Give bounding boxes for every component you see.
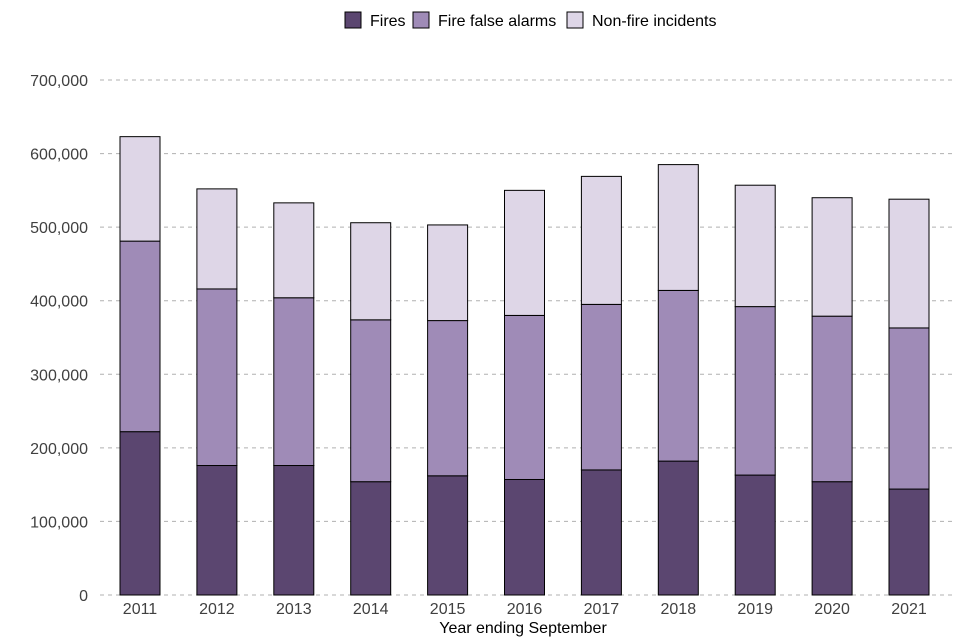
bar-segment-fires-2014	[350, 481, 392, 596]
x-tick-label: 2011	[123, 601, 158, 618]
bar-segment-fires-2013	[273, 465, 315, 596]
y-tick-label: 100,000	[30, 514, 88, 531]
bar-segment-fires-2021	[888, 488, 930, 596]
x-tick-label: 2020	[814, 601, 850, 618]
legend-swatch	[344, 11, 362, 29]
bar-segment-non-fire-incidents-2018	[657, 164, 699, 291]
y-tick-label: 600,000	[30, 147, 88, 164]
bar-segment-fires-2017	[580, 469, 622, 596]
legend: Fires Fire false alarms Non-fire incidents	[344, 11, 717, 30]
x-tick-label: 2019	[737, 601, 773, 618]
x-tick-label: 2017	[584, 601, 620, 618]
y-tick-label: 300,000	[30, 367, 88, 384]
x-tick-label: 2018	[661, 601, 697, 618]
bar-segment-fires-2012	[196, 465, 238, 596]
x-tick-label: 2016	[507, 601, 543, 618]
bar-segment-non-fire-incidents-2020	[811, 197, 853, 317]
bar-segment-non-fire-incidents-2021	[888, 198, 930, 329]
bar-segment-fires-2018	[657, 460, 699, 596]
legend-label: Fire false alarms	[438, 13, 556, 30]
x-tick-label: 2014	[353, 601, 389, 618]
bar-segment-non-fire-incidents-2015	[427, 224, 469, 322]
bar-segment-non-fire-incidents-2013	[273, 202, 315, 299]
legend-label: Non-fire incidents	[592, 13, 717, 30]
bar-segment-fires-2011	[119, 431, 161, 596]
x-tick-label: 2015	[430, 601, 466, 618]
bar-segment-fire-false-alarms-2015	[427, 320, 469, 477]
bar-segment-non-fire-incidents-2016	[504, 189, 545, 316]
y-tick-label: 200,000	[30, 441, 88, 458]
bar-segment-fire-false-alarms-2012	[196, 288, 238, 467]
bar-segment-fires-2016	[504, 478, 545, 596]
y-tick-label: 700,000	[30, 73, 88, 90]
x-axis-label: Year ending September	[439, 620, 607, 637]
legend-swatch	[412, 11, 430, 29]
bar-segment-non-fire-incidents-2019	[734, 184, 776, 308]
bars	[119, 136, 930, 596]
bar-segment-fires-2015	[427, 475, 469, 596]
legend-swatch	[566, 11, 584, 29]
x-tick-label: 2021	[891, 601, 927, 618]
bar-segment-fire-false-alarms-2014	[350, 319, 392, 483]
bar-segment-fires-2019	[734, 474, 776, 596]
bar-segment-fire-false-alarms-2018	[657, 289, 699, 462]
bar-segment-non-fire-incidents-2017	[580, 175, 622, 305]
y-axis-ticks: 0 100,000 200,000 300,000 400,000 500,000 600,…	[30, 73, 88, 605]
bar-segment-fire-false-alarms-2017	[580, 303, 622, 471]
bar-segment-fire-false-alarms-2013	[273, 297, 315, 467]
x-tick-label: 2012	[199, 601, 235, 618]
bar-segment-fire-false-alarms-2011	[119, 240, 161, 433]
bar-segment-fire-false-alarms-2016	[504, 314, 545, 480]
x-axis-ticks: 2011 2012 2013 2014 2015 2016 2017 2018 2019 2020…	[123, 601, 927, 618]
legend-label: Fires	[370, 13, 406, 30]
bar-segment-fire-false-alarms-2020	[811, 315, 853, 483]
y-tick-label: 500,000	[30, 220, 88, 237]
bar-segment-fire-false-alarms-2019	[734, 306, 776, 476]
bar-segment-non-fire-incidents-2014	[350, 222, 392, 321]
bar-segment-non-fire-incidents-2012	[196, 188, 238, 290]
y-tick-label: 400,000	[30, 294, 88, 311]
bar-segment-fires-2020	[811, 481, 853, 596]
y-tick-label: 0	[79, 588, 88, 605]
x-tick-label: 2013	[276, 601, 312, 618]
bar-segment-non-fire-incidents-2011	[119, 136, 161, 242]
bar-segment-fire-false-alarms-2021	[888, 327, 930, 490]
